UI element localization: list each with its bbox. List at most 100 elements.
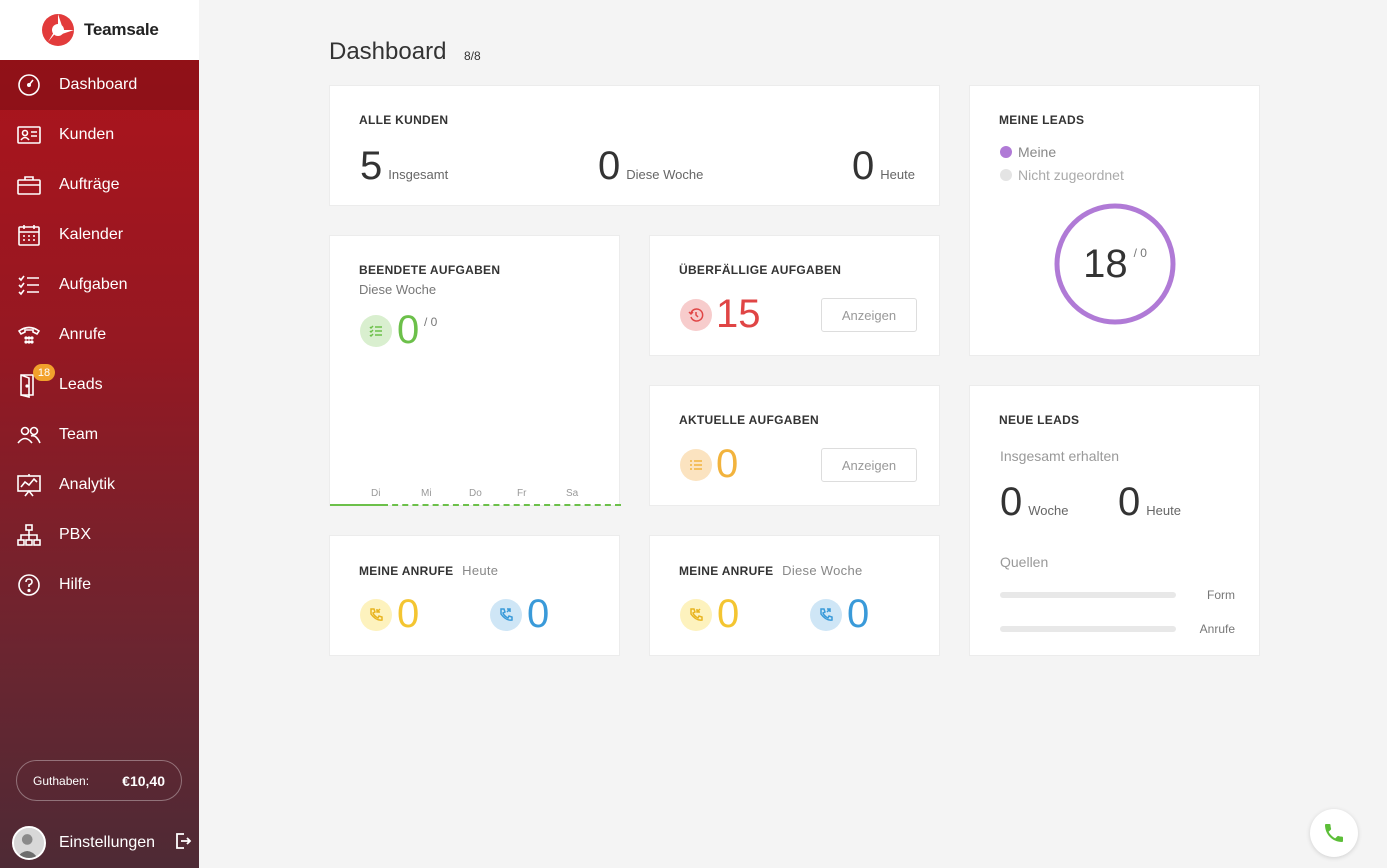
phone-icon [1325, 824, 1343, 842]
page-count: 8/8 [464, 49, 481, 63]
show-current-button[interactable]: Anzeigen [821, 448, 917, 482]
checklist-icon [16, 272, 42, 298]
kunden-total: 5 Insgesamt [360, 144, 448, 189]
calendar-icon [16, 222, 42, 248]
sidebar-item-label: Leads [59, 376, 103, 393]
card-title: BEENDETE AUFGABEN [359, 263, 501, 277]
analytics-board-icon [16, 472, 42, 498]
card-aktuelle-aufgaben: AKTUELLE AUFGABEN 0 Anzeigen [649, 385, 940, 506]
sidebar-item-label: Team [59, 426, 99, 443]
sidebar-item-kalender[interactable]: Kalender [0, 210, 199, 260]
kunden-week-value: 0 [598, 144, 621, 188]
logo-bar[interactable]: Teamsale [0, 0, 199, 60]
incoming-call-icon [360, 599, 392, 631]
new-leads-today-value: 0 [1118, 480, 1141, 524]
card-title-text: MEINE ANRUFE [679, 564, 774, 578]
card-subtitle: Insgesamt erhalten [1000, 448, 1120, 464]
progress-dashed-line [382, 504, 621, 506]
day-label: Do [469, 488, 482, 499]
sidebar-item-label: Kunden [59, 126, 115, 143]
card-ueberfaellige-aufgaben: ÜBERFÄLLIGE AUFGABEN 15 Anzeigen [649, 235, 940, 356]
outgoing-call-icon [490, 599, 522, 631]
leads-donut-chart [1054, 203, 1176, 325]
main-nav: Dashboard Kunden Aufträge Kalender Aufga… [0, 60, 199, 610]
completed-tasks-value: 0 [397, 308, 420, 352]
day-label: Sa [566, 488, 579, 499]
outgoing-call-icon [810, 599, 842, 631]
contact-card-icon [16, 122, 42, 148]
balance-value: €10,40 [122, 772, 165, 789]
leads-count-badge: 18 [33, 364, 55, 381]
sidebar: Teamsale Dashboard Kunden Aufträge Kalen… [0, 0, 199, 868]
card-title-period: Diese Woche [782, 563, 863, 578]
sidebar-item-dashboard[interactable]: Dashboard [0, 60, 199, 110]
sidebar-item-label: Hilfe [59, 576, 92, 593]
hierarchy-icon [16, 522, 42, 548]
sidebar-item-analytik[interactable]: Analytik [0, 460, 199, 510]
avatar[interactable] [12, 826, 46, 860]
card-title: MEINE ANRUFE Heute [359, 563, 498, 578]
day-label: Fr [517, 488, 527, 499]
completed-tasks-icon [360, 315, 392, 347]
kunden-total-label: Insgesamt [388, 167, 449, 182]
card-title: ÜBERFÄLLIGE AUFGABEN [679, 263, 842, 277]
sidebar-item-team[interactable]: Team [0, 410, 199, 460]
card-meine-anrufe-woche: MEINE ANRUFE Diese Woche 0 0 [649, 535, 940, 656]
overdue-history-icon [680, 299, 712, 331]
dashboard-gauge-icon [16, 72, 42, 98]
outgoing-calls-value: 0 [847, 592, 870, 636]
leads-value: 18 [1083, 241, 1128, 286]
new-leads-week-label: Woche [1028, 503, 1069, 518]
legend-mine-label: Meine [1018, 144, 1057, 160]
source-calls-label: Anrufe [1199, 622, 1235, 636]
kunden-total-value: 5 [360, 144, 383, 188]
sidebar-item-anrufe[interactable]: Anrufe [0, 310, 199, 360]
legend-unassigned: Nicht zugeordnet [1000, 167, 1124, 183]
source-calls-track [1000, 626, 1176, 632]
sidebar-item-label: Dashboard [59, 76, 138, 93]
progress-solid-line [330, 504, 382, 506]
day-label: Mi [421, 488, 432, 499]
card-meine-anrufe-heute: MEINE ANRUFE Heute 0 0 [329, 535, 620, 656]
source-form-label: Form [1207, 588, 1235, 602]
card-alle-kunden: ALLE KUNDEN 5 Insgesamt 0 Diese Woche 0 … [329, 85, 940, 206]
settings-row[interactable]: Einstellungen [12, 825, 192, 861]
sidebar-item-label: Kalender [59, 226, 124, 243]
sidebar-item-auftraege[interactable]: Aufträge [0, 160, 199, 210]
help-icon [16, 572, 42, 598]
settings-label[interactable]: Einstellungen [59, 834, 156, 851]
sidebar-item-label: Analytik [59, 476, 116, 493]
new-leads-week: 0 Woche [1000, 480, 1068, 525]
card-neue-leads: NEUE LEADS Insgesamt erhalten 0 Woche 0 … [969, 385, 1260, 656]
sidebar-item-label: PBX [59, 526, 92, 543]
sidebar-item-leads[interactable]: 18 Leads [0, 360, 199, 410]
phone-call-button[interactable] [1310, 809, 1358, 857]
outgoing-calls-value: 0 [527, 592, 550, 636]
sidebar-item-pbx[interactable]: PBX [0, 510, 199, 560]
kunden-today-label: Heute [880, 167, 915, 182]
sidebar-item-hilfe[interactable]: Hilfe [0, 560, 199, 610]
telephone-icon [16, 322, 42, 348]
card-title-text: MEINE ANRUFE [359, 564, 454, 578]
kunden-week-label: Diese Woche [626, 167, 704, 182]
new-leads-today: 0 Heute [1118, 480, 1181, 525]
sidebar-item-kunden[interactable]: Kunden [0, 110, 199, 160]
kunden-today: 0 Heute [852, 144, 915, 189]
show-overdue-button[interactable]: Anzeigen [821, 298, 917, 332]
page-title: Dashboard [329, 38, 447, 65]
day-label: Di [371, 488, 381, 499]
kunden-week: 0 Diese Woche [598, 144, 703, 189]
leads-secondary: / 0 [1133, 246, 1147, 260]
new-leads-week-value: 0 [1000, 480, 1023, 524]
new-leads-today-label: Heute [1146, 503, 1181, 518]
logout-icon[interactable] [174, 832, 192, 855]
card-title-period: Heute [462, 563, 499, 578]
legend-mine-dot [1000, 146, 1012, 158]
balance-pill[interactable]: Guthaben: €10,40 [16, 760, 182, 801]
sidebar-item-aufgaben[interactable]: Aufgaben [0, 260, 199, 310]
sources-label: Quellen [1000, 554, 1049, 570]
current-tasks-icon [680, 449, 712, 481]
sidebar-item-label: Aufgaben [59, 276, 128, 293]
sidebar-item-label: Anrufe [59, 326, 107, 343]
legend-unassigned-dot [1000, 169, 1012, 181]
